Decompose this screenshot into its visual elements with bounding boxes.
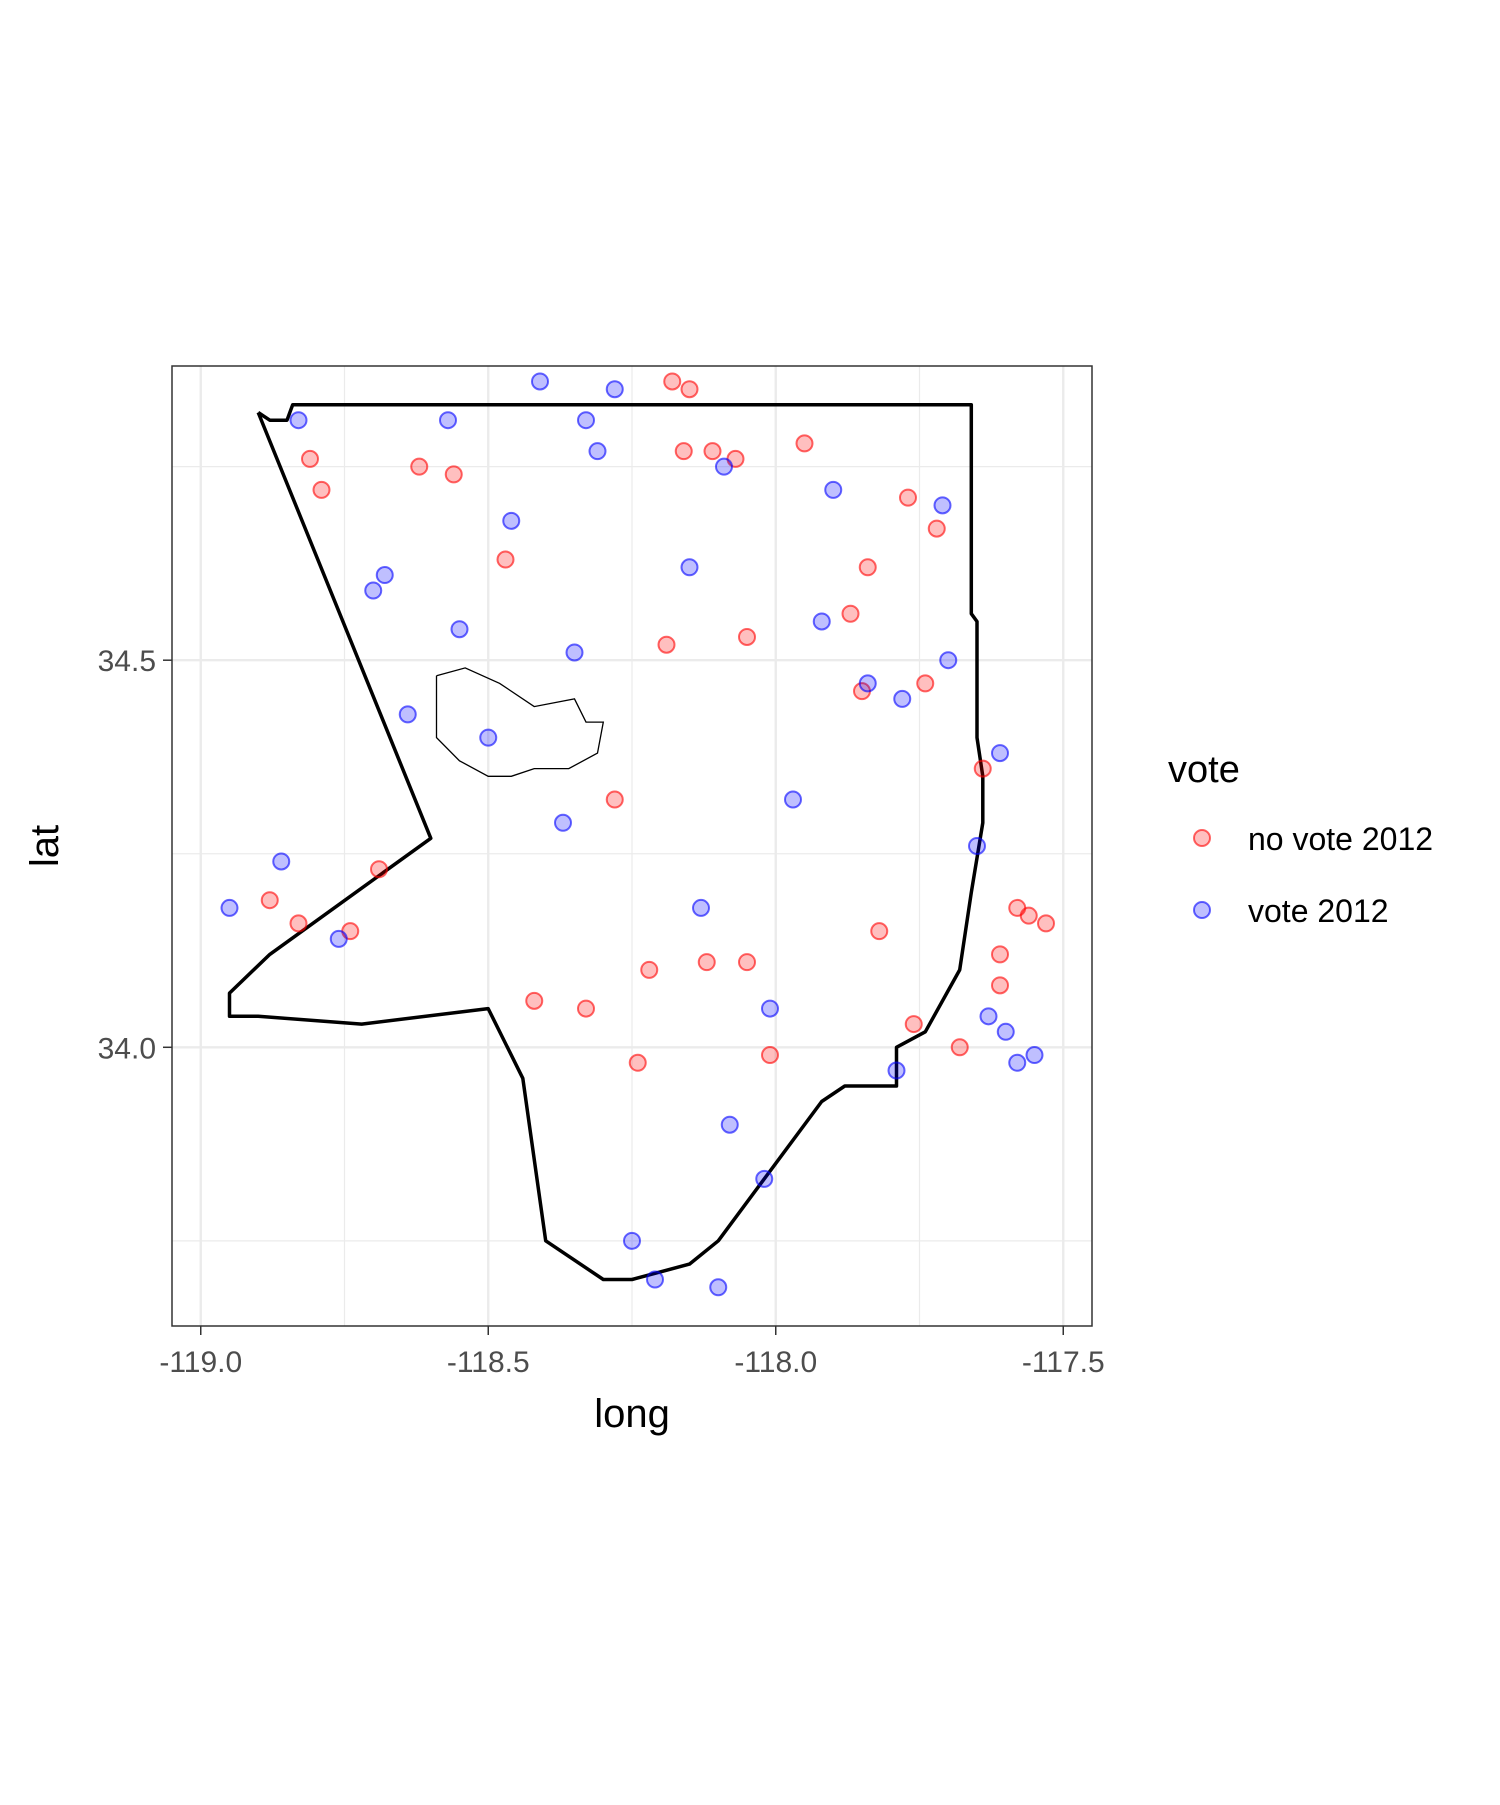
data-point-no-vote — [312, 480, 331, 499]
data-point-vote — [531, 372, 549, 391]
x-tick-label: -117.5 — [1022, 1346, 1105, 1379]
data-point-no-vote — [697, 953, 716, 972]
data-point-vote — [220, 898, 239, 917]
data-point-vote — [554, 813, 572, 832]
data-point-vote — [479, 728, 498, 747]
data-point-vote — [289, 411, 308, 430]
data-point-vote — [939, 651, 958, 670]
data-point-no-vote — [973, 759, 992, 778]
data-point-no-vote — [1037, 914, 1055, 933]
x-tick-label: -119.0 — [159, 1346, 242, 1379]
legend-label-vote: vote 2012 — [1248, 893, 1389, 929]
data-point-vote — [577, 411, 595, 430]
data-point-no-vote — [904, 1015, 923, 1034]
data-point-no-vote — [738, 627, 756, 646]
data-point-vote — [439, 411, 457, 430]
data-point-no-vote — [628, 1053, 647, 1072]
data-point-vote — [858, 674, 877, 693]
data-point-no-vote — [899, 488, 917, 507]
data-point-no-vote — [260, 891, 279, 910]
data-point-no-vote — [525, 991, 544, 1010]
data-point-vote — [996, 1022, 1015, 1041]
data-point-no-vote — [761, 1046, 779, 1065]
data-point-vote — [968, 837, 986, 855]
data-point-no-vote — [410, 457, 429, 476]
data-point-no-vote — [1008, 898, 1027, 917]
data-point-no-vote — [657, 635, 676, 654]
data-point-vote — [623, 1231, 641, 1250]
data-point-no-vote — [870, 922, 889, 941]
data-point-vote — [893, 689, 912, 708]
legend-title: vote — [1168, 749, 1240, 791]
data-point-vote — [329, 929, 348, 948]
data-point-no-vote — [496, 550, 515, 569]
x-axis-label: long — [594, 1392, 670, 1436]
data-point-vote — [375, 566, 394, 585]
data-point-no-vote — [640, 960, 659, 979]
data-point-no-vote — [577, 999, 595, 1018]
data-point-vote — [824, 480, 843, 499]
y-axis-label: lat — [23, 825, 67, 867]
data-point-vote — [709, 1278, 728, 1297]
data-point-vote — [784, 790, 802, 809]
data-points — [220, 372, 1055, 1297]
data-point-vote — [761, 999, 779, 1018]
legend: vote no vote 2012 vote 2012 — [1168, 749, 1433, 929]
data-point-no-vote — [663, 372, 682, 391]
legend-key-vote — [1193, 901, 1211, 919]
data-point-no-vote — [858, 558, 877, 577]
county-boundary — [227, 402, 985, 1282]
data-point-vote — [364, 581, 383, 600]
data-point-vote — [1008, 1053, 1027, 1072]
data-point-vote — [450, 620, 469, 639]
data-point-vote — [720, 1115, 739, 1134]
data-point-no-vote — [289, 914, 308, 933]
data-point-vote — [565, 643, 584, 662]
data-point-vote — [502, 511, 521, 530]
plot-panel-border — [171, 365, 1093, 1327]
data-point-no-vote — [680, 380, 699, 399]
axes: -119.0 -118.5 -118.0 -117.5 34.0 34.5 — [98, 645, 1105, 1379]
data-point-vote — [979, 1007, 998, 1026]
data-point-vote — [715, 457, 733, 476]
data-point-no-vote — [605, 790, 624, 809]
data-point-no-vote — [738, 953, 756, 972]
data-point-no-vote — [927, 519, 946, 538]
y-tick-label: 34.0 — [98, 1032, 156, 1065]
data-point-vote — [755, 1169, 774, 1188]
inner-boundary — [435, 667, 605, 777]
data-point-no-vote — [991, 945, 1009, 964]
data-point-vote — [680, 558, 699, 577]
county-outline — [227, 402, 985, 1282]
y-tick-label: 34.5 — [98, 645, 156, 678]
data-point-no-vote — [703, 442, 722, 461]
data-point-vote — [605, 380, 624, 399]
data-point-vote — [588, 442, 607, 461]
x-tick-label: -118.0 — [734, 1346, 817, 1379]
data-point-no-vote — [301, 449, 319, 468]
data-point-vote — [991, 744, 1009, 763]
data-point-vote — [272, 852, 291, 871]
data-point-no-vote — [950, 1038, 969, 1057]
data-point-no-vote — [991, 976, 1009, 995]
data-point-no-vote — [674, 442, 693, 461]
data-point-vote — [887, 1061, 906, 1080]
data-point-no-vote — [370, 860, 388, 879]
data-point-vote — [692, 898, 710, 917]
data-point-vote — [812, 612, 831, 631]
legend-key-no-vote — [1193, 829, 1211, 847]
data-point-vote — [398, 705, 417, 724]
data-point-no-vote — [916, 674, 935, 693]
legend-label-no-vote: no vote 2012 — [1248, 821, 1433, 857]
grid-lines — [172, 366, 1092, 1326]
data-point-no-vote — [444, 465, 463, 484]
data-point-no-vote — [841, 604, 860, 623]
data-point-vote — [933, 496, 952, 515]
data-point-vote — [1025, 1046, 1044, 1065]
x-tick-label: -118.5 — [447, 1346, 530, 1379]
data-point-no-vote — [795, 434, 814, 453]
data-point-vote — [646, 1270, 664, 1289]
